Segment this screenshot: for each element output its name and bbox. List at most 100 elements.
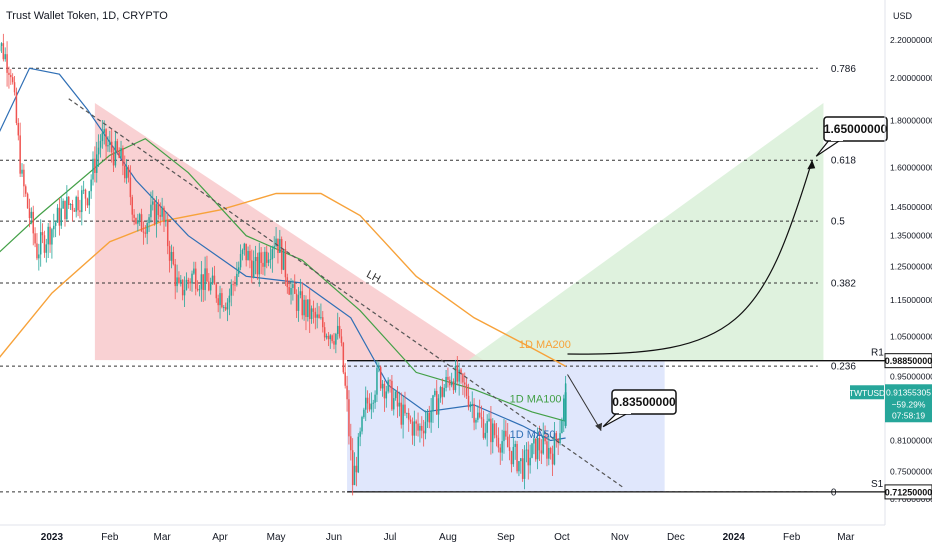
- fib-label: 0.236: [831, 362, 856, 373]
- time-tick: Apr: [212, 532, 228, 543]
- candle-body: [152, 201, 154, 205]
- price-tick: 0.95000000: [890, 372, 932, 382]
- candle-body: [409, 419, 412, 422]
- candle-body: [41, 232, 44, 236]
- price-tick: 1.60000000: [890, 163, 932, 173]
- candle-body: [363, 409, 365, 418]
- candle-body: [66, 196, 68, 220]
- candle-body: [555, 433, 558, 440]
- candle-body: [516, 443, 518, 472]
- candle-body: [288, 287, 290, 295]
- candle-body: [372, 402, 374, 404]
- candle-body: [335, 333, 337, 345]
- candle-body: [127, 167, 130, 178]
- candle-body: [305, 299, 307, 317]
- candle-body: [79, 210, 81, 213]
- candle-body: [561, 420, 563, 434]
- candle-body: [331, 335, 333, 342]
- candle-body: [454, 366, 457, 391]
- candle-body: [563, 398, 565, 421]
- candle-body: [86, 198, 89, 206]
- ma-label: 1D MA100: [510, 394, 562, 406]
- price-tick: 1.15000000: [890, 295, 932, 305]
- fib-label: 0.786: [831, 64, 856, 75]
- r1-price-tag: [884, 353, 932, 369]
- candle-body: [122, 147, 124, 166]
- candle-body: [10, 74, 12, 78]
- candle-body: [69, 204, 72, 206]
- candle-body: [544, 435, 546, 442]
- candle-body: [445, 376, 447, 388]
- candle-body: [518, 461, 520, 472]
- candle-body: [215, 284, 218, 299]
- candle-body: [452, 381, 455, 391]
- candle-body: [213, 275, 216, 285]
- candle-body: [353, 465, 356, 486]
- candle-body: [344, 372, 346, 386]
- candle-body: [361, 417, 363, 432]
- candle-body: [11, 77, 14, 83]
- price-tick: 1.80000000: [890, 115, 932, 125]
- descending-triangle-zone: [94, 103, 484, 361]
- candle-body: [428, 412, 431, 423]
- candle-body: [523, 450, 526, 479]
- candle-body: [484, 432, 487, 438]
- ma-label: 1D MA50: [510, 429, 556, 441]
- candle-body: [206, 268, 208, 282]
- candle-body: [279, 239, 281, 253]
- time-tick: Jun: [326, 532, 342, 543]
- candle-body: [193, 268, 195, 274]
- candle-body: [73, 210, 76, 212]
- target-callout-1650-mask: [831, 137, 843, 141]
- candle-body: [508, 447, 511, 451]
- candle-body: [101, 132, 104, 142]
- candle-body: [211, 275, 214, 283]
- candle-body: [251, 260, 253, 278]
- candle-body: [477, 412, 479, 420]
- candle-body: [327, 335, 330, 340]
- candle-body: [320, 317, 322, 319]
- candle-body: [529, 457, 531, 466]
- candle-body: [204, 268, 206, 290]
- candle-body: [387, 380, 389, 392]
- candle-body: [38, 254, 40, 259]
- candle-body: [129, 177, 132, 198]
- symbol-tag: [850, 385, 884, 400]
- candle-body: [505, 430, 507, 437]
- candle-body: [488, 418, 490, 422]
- candle-body: [99, 141, 102, 148]
- currency-label[interactable]: USD: [893, 11, 913, 21]
- candle-body: [183, 289, 186, 296]
- candle-body: [447, 376, 449, 380]
- candle-body: [351, 450, 354, 486]
- candle-body: [247, 250, 249, 261]
- candle-body: [226, 302, 229, 310]
- candle-body: [269, 259, 272, 261]
- chart-title: Trust Wallet Token, 1D, CRYPTO: [6, 10, 168, 22]
- candle-body: [383, 383, 386, 399]
- target-callout-1650: [823, 116, 888, 142]
- candle-body: [393, 398, 395, 410]
- candle-body: [6, 54, 8, 73]
- candle-body: [118, 151, 120, 158]
- candle-body: [521, 458, 524, 479]
- candle-body: [32, 211, 34, 234]
- candle-body: [245, 243, 247, 261]
- candle-body: [364, 397, 367, 410]
- candle-body: [163, 207, 165, 222]
- annotations: LH 1D MA200 1D MA100 1D MA50 1.65000000 0.835…: [68, 98, 888, 489]
- candle-body: [116, 141, 119, 152]
- candle-body: [82, 189, 85, 191]
- candle-body: [168, 246, 171, 261]
- arrow-head: [807, 160, 816, 170]
- candle-body: [458, 369, 460, 382]
- candle-body: [25, 186, 27, 194]
- candle-body: [217, 298, 219, 306]
- candle-body: [142, 231, 145, 233]
- candle-body: [56, 207, 59, 223]
- candle-body: [460, 369, 462, 374]
- candle-body: [224, 307, 227, 310]
- pattern-label: LH: [364, 268, 382, 285]
- candle-body: [486, 421, 488, 433]
